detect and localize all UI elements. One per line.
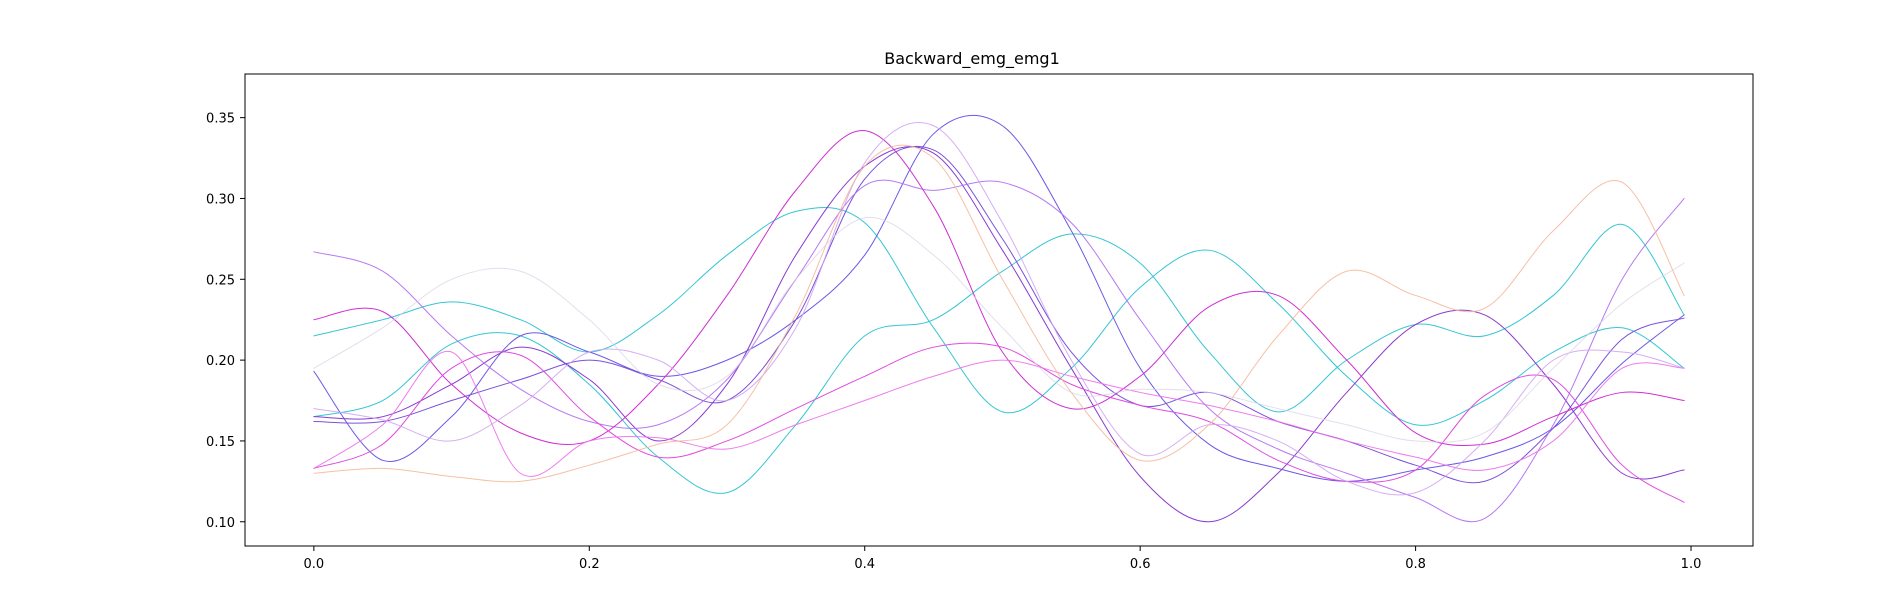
series-line-8 bbox=[313, 342, 1685, 503]
y-tick-label: 0.35 bbox=[206, 112, 235, 127]
y-tick-label: 0.10 bbox=[206, 516, 235, 531]
chart-title: Backward_emg_emg1 bbox=[884, 49, 1060, 69]
series-layer bbox=[313, 114, 1685, 523]
x-tick-label: 0.2 bbox=[579, 557, 600, 572]
series-line-2 bbox=[313, 223, 1685, 494]
series-line-6 bbox=[313, 179, 1685, 523]
series-line-1 bbox=[313, 207, 1685, 426]
series-line-11 bbox=[313, 144, 1685, 483]
series-line-10 bbox=[313, 122, 1685, 496]
plot-area-frame bbox=[244, 73, 1754, 547]
y-tick-label: 0.15 bbox=[206, 435, 235, 450]
y-tick-label: 0.25 bbox=[206, 273, 235, 288]
series-line-12 bbox=[313, 216, 1685, 443]
series-line-7 bbox=[313, 130, 1685, 447]
y-tick-label: 0.20 bbox=[206, 354, 235, 369]
y-tick-label: 0.30 bbox=[206, 192, 235, 207]
x-tick-label: 0.4 bbox=[854, 557, 875, 572]
series-line-9 bbox=[313, 350, 1685, 477]
axes-layer: 0.0 0.2 0.4 0.6 0.8 1.0 0.10 0.15 0.20 0.25 0.30 0.… bbox=[206, 112, 1701, 572]
x-tick-label: 1.0 bbox=[1681, 557, 1702, 572]
x-tick-label: 0.0 bbox=[304, 557, 325, 572]
x-tick-label: 0.6 bbox=[1130, 557, 1151, 572]
series-line-4 bbox=[313, 145, 1685, 484]
x-tick-label: 0.8 bbox=[1405, 557, 1426, 572]
